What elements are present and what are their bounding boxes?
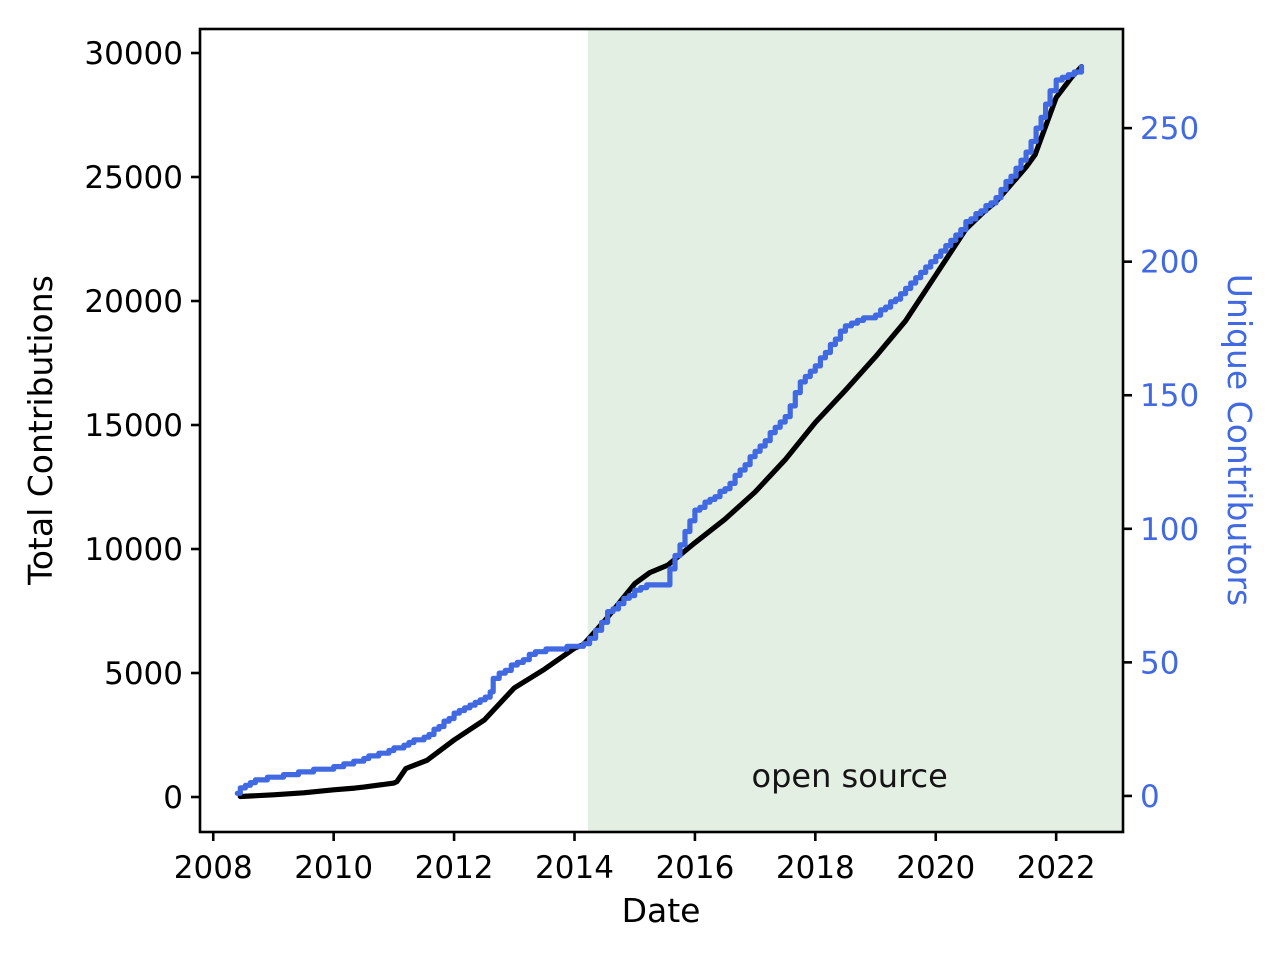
x-tick-label: 2012: [415, 850, 494, 886]
left-y-tick-label: 20000: [84, 284, 183, 320]
series-lines: [234, 63, 1085, 800]
open-source-annotation: open source: [752, 757, 948, 795]
plot-border: [198, 27, 1125, 834]
right-y-tick-label: 0: [1140, 779, 1160, 815]
right-y-tick-label: 150: [1140, 378, 1199, 414]
left-y-tick-label: 25000: [84, 160, 183, 196]
left-y-tick-label: 10000: [84, 532, 183, 568]
x-axis-ticks: 2008 2010 2012 2014 2016 2018 2020 2022: [174, 832, 1096, 886]
left-y-tick-label: 15000: [84, 408, 183, 444]
left-y-tick-label: 30000: [84, 36, 183, 72]
left-y-axis-ticks: 0 5000 10000 15000 20000 25000 30000: [84, 36, 200, 816]
x-tick-label: 2008: [174, 850, 253, 886]
x-tick-label: 2020: [896, 850, 975, 886]
right-y-tick-label: 100: [1140, 512, 1199, 548]
right-y-tick-label: 250: [1140, 111, 1199, 147]
right-y-axis-ticks: 0 50 100 150 200 250: [1123, 111, 1199, 815]
open-source-shaded-region: [587, 29, 1123, 832]
right-y-axis-label: Unique Contributors: [1220, 274, 1259, 606]
left-y-axis-label: Total Contributions: [21, 275, 60, 586]
x-axis-label: Date: [622, 891, 701, 930]
right-y-tick-label: 200: [1140, 245, 1199, 281]
left-y-tick-label: 5000: [104, 656, 183, 692]
x-tick-label: 2018: [776, 850, 855, 886]
left-y-tick-label: 0: [163, 780, 183, 816]
x-tick-label: 2010: [294, 850, 373, 886]
x-tick-label: 2016: [655, 850, 734, 886]
x-tick-label: 2022: [1017, 850, 1096, 886]
x-tick-label: 2014: [535, 850, 614, 886]
unique-contributors-line: [234, 64, 1085, 796]
right-y-tick-label: 50: [1140, 645, 1179, 681]
